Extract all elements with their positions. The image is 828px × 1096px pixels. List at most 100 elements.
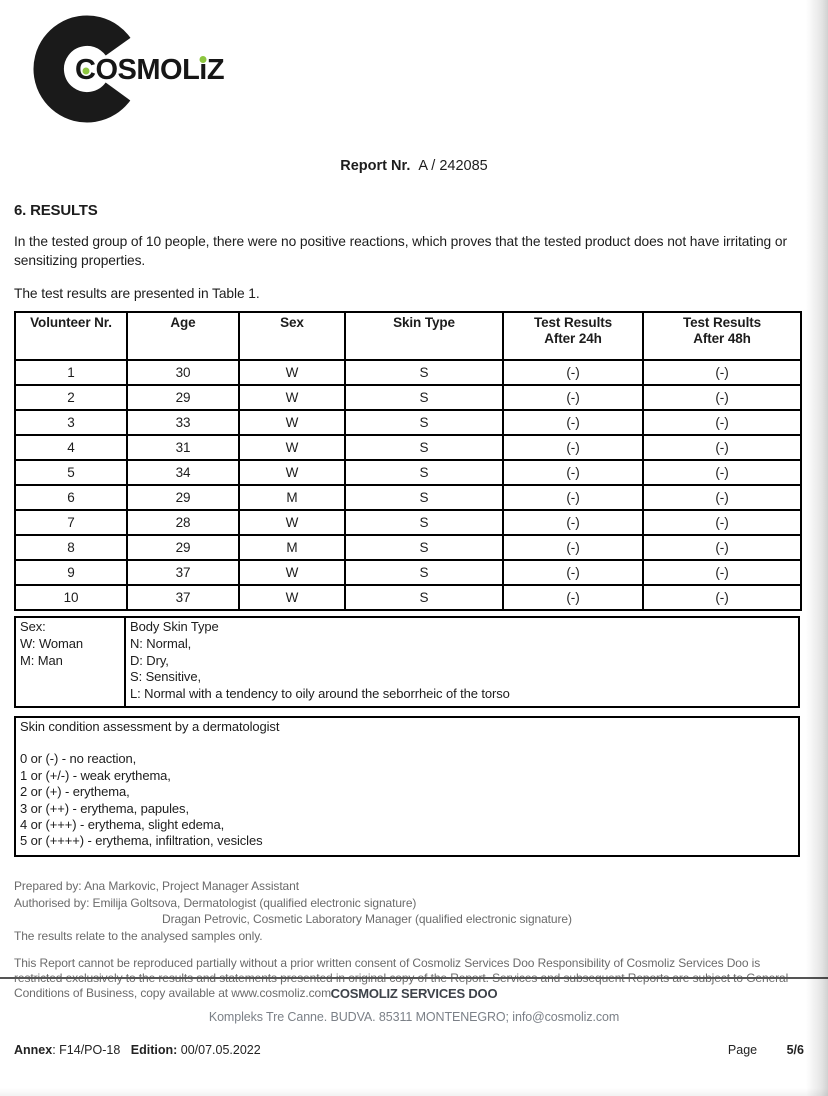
annex-edition-group: Annex: F14/PO-18 Edition: 00/07.05.2022	[14, 1043, 261, 1057]
results-paragraph: In the tested group of 10 people, there …	[14, 234, 787, 268]
report-number-line: Report Nr. A / 242085	[0, 158, 828, 174]
table-cell: 37	[126, 584, 240, 611]
sex-skin-legend: Sex: W: Woman M: Man Body Skin Type N: Norm…	[14, 616, 800, 708]
scan-bottom-shadow	[0, 1088, 828, 1096]
table-cell: (-)	[642, 359, 802, 386]
table-cell: (-)	[502, 534, 644, 561]
wordmark-z: Z	[206, 54, 225, 86]
table-cell: W	[238, 384, 346, 411]
table-row: 6 29 M S (-) (-)	[14, 484, 802, 511]
text-line: W: Woman	[20, 635, 84, 651]
table-cell: 4	[14, 434, 128, 461]
table-cell: (-)	[502, 409, 644, 436]
table-cell: (-)	[502, 509, 644, 536]
table-cell: 29	[126, 384, 240, 411]
table-cell: S	[344, 434, 504, 461]
results-table: Volunteer Nr. Age Sex Skin Type Test Results…	[14, 311, 802, 611]
wordmark-mid: OSMOL	[95, 54, 200, 86]
table-cell: (-)	[642, 384, 802, 411]
wordmark-c: C	[75, 54, 96, 87]
table-cell: 5	[14, 459, 128, 486]
table-cell: 9	[14, 559, 128, 586]
table-row: 1 30 W S (-) (-)	[14, 359, 802, 386]
text-line: 2 or (+) - erythema,	[20, 784, 130, 800]
table-cell: S	[344, 359, 504, 386]
table-cell: 1	[14, 359, 128, 386]
cosmoliz-logo: COSMOLiZ	[33, 13, 253, 126]
table-cell: (-)	[642, 509, 802, 536]
table-cell: 31	[126, 434, 240, 461]
table-cell: (-)	[502, 434, 644, 461]
table-cell: S	[344, 559, 504, 586]
page-content: 6. RESULTS In the tested group of 10 peo…	[14, 202, 802, 1002]
brand-wordmark: COSMOLiZ	[75, 54, 225, 87]
annex-label: Annex	[14, 1043, 53, 1057]
text-line: M: Man	[20, 652, 63, 668]
table-intro-paragraph: The test results are presented in Table …	[14, 286, 260, 301]
table-cell: (-)	[502, 559, 644, 586]
table-cell: (-)	[502, 384, 644, 411]
text-line: S: Sensitive,	[130, 669, 201, 685]
table-row: 8 29 M S (-) (-)	[14, 534, 802, 561]
footer-company-name: COSMOLIZ SERVICES DOO	[330, 986, 498, 1001]
text-line: 5 or (++++) - erythema, infiltration, ve…	[20, 833, 263, 849]
table-cell: S	[344, 459, 504, 486]
skin-type-legend-cell: Body Skin Type N: Normal, D: Dry, S: Sensit…	[124, 616, 800, 708]
table-cell: 37	[126, 559, 240, 586]
table-cell: 33	[126, 409, 240, 436]
assessment-scale-lines: 0 or (-) - no reaction, 1 or (+/-) - weak…	[20, 751, 794, 849]
green-dot-icon	[82, 67, 90, 74]
column-header: Test Results After 48h	[642, 311, 802, 361]
table-cell: 10	[14, 584, 128, 611]
assessment-scale-box: Skin condition assessment by a dermatolo…	[14, 715, 800, 857]
assessment-title: Skin condition assessment by a dermatolo…	[20, 718, 280, 734]
table-cell: (-)	[642, 534, 802, 561]
table-cell: S	[344, 534, 504, 561]
table-row: 3 33 W S (-) (-)	[14, 409, 802, 436]
table-cell: 28	[126, 509, 240, 536]
column-header: Skin Type	[344, 311, 504, 361]
spacer	[124, 1043, 127, 1057]
table-cell: W	[238, 509, 346, 536]
report-number-label: Report Nr.	[340, 158, 411, 174]
table-cell: W	[238, 434, 346, 461]
table-cell: S	[344, 584, 504, 611]
text-line: L: Normal with a tendency to oily around…	[130, 686, 510, 702]
page-label: Page	[727, 1043, 758, 1057]
table-cell: W	[238, 359, 346, 386]
table-cell: 8	[14, 534, 128, 561]
authorised-by-line: Authorised by: Emilija Goltsova, Dermato…	[14, 895, 417, 910]
table-cell: 3	[14, 409, 128, 436]
green-dot-icon	[199, 56, 207, 63]
table-row: 2 29 W S (-) (-)	[14, 384, 802, 411]
table-cell: S	[344, 384, 504, 411]
logo-c-mark-icon	[33, 15, 141, 123]
edition-label: Edition:	[130, 1043, 178, 1057]
table-cell: (-)	[642, 559, 802, 586]
footer-meta-row: Annex: F14/PO-18 Edition: 00/07.05.2022 …	[14, 1043, 804, 1057]
table-cell: (-)	[502, 459, 644, 486]
table-cell: 34	[126, 459, 240, 486]
table-cell: W	[238, 409, 346, 436]
page-number: 5/6	[786, 1043, 804, 1057]
section-heading: 6. RESULTS	[14, 202, 98, 219]
text-line: 4 or (+++) - erythema, slight edema,	[20, 817, 225, 833]
table-cell: W	[238, 459, 346, 486]
table-cell: (-)	[502, 584, 644, 611]
table-cell: (-)	[642, 409, 802, 436]
table-cell: M	[238, 484, 346, 511]
table-row: 7 28 W S (-) (-)	[14, 509, 802, 536]
table-cell: 30	[126, 359, 240, 386]
signatures-block: Prepared by: Ana Markovic, Project Manag…	[14, 878, 802, 945]
text-line: Sex:	[20, 619, 46, 634]
table-cell: (-)	[642, 484, 802, 511]
results-note-line: The results relate to the analysed sampl…	[14, 929, 263, 944]
table-header-row: Volunteer Nr. Age Sex Skin Type Test Results…	[14, 311, 802, 361]
table-cell: 6	[14, 484, 128, 511]
table-cell: W	[238, 559, 346, 586]
text-line: N: Normal,	[130, 635, 192, 651]
table-cell: (-)	[642, 584, 802, 611]
table-cell: 29	[126, 484, 240, 511]
table-cell: S	[344, 484, 504, 511]
